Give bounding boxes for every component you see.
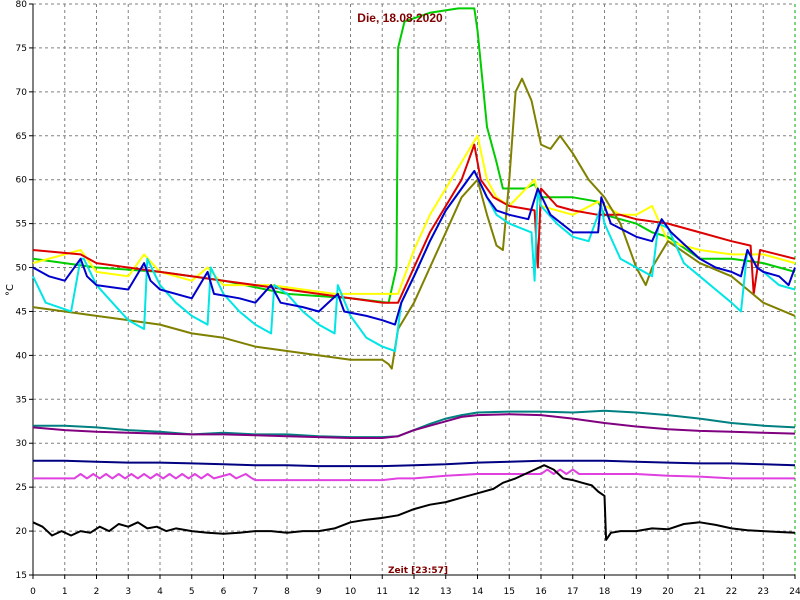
y-tick-label: 25 xyxy=(16,483,27,493)
x-tick-label: 22 xyxy=(726,587,737,597)
x-tick-label: 23 xyxy=(758,587,769,597)
y-tick-label: 15 xyxy=(16,571,27,581)
y-tick-label: 75 xyxy=(16,44,27,54)
x-axis-label: Zeit [23:57] xyxy=(388,566,448,576)
x-tick-label: 18 xyxy=(599,587,611,597)
y-tick-label: 20 xyxy=(16,527,28,537)
y-tick-label: 65 xyxy=(16,132,27,142)
y-tick-label: 30 xyxy=(16,439,28,449)
series-line-8 xyxy=(32,413,796,439)
x-tick-label: 1 xyxy=(62,587,68,597)
series-line-2 xyxy=(32,134,796,295)
x-tick-label: 11 xyxy=(377,587,388,597)
y-tick-label: 70 xyxy=(16,88,28,98)
x-tick-label: 14 xyxy=(472,587,484,597)
axes: 0 1 2 3 4 5 6 7 8 9 10 11 12 13 14 15 16 17 18 19 20 21 22 23 24… xyxy=(16,0,800,597)
series-group xyxy=(32,7,796,541)
series-line-4 xyxy=(32,77,796,370)
x-tick-label: 12 xyxy=(408,587,419,597)
series-line-3 xyxy=(32,143,796,304)
x-tick-label: 5 xyxy=(189,587,195,597)
x-tick-label: 16 xyxy=(535,587,547,597)
x-tick-label: 0 xyxy=(30,587,36,597)
y-tick-label: 45 xyxy=(16,307,27,317)
x-tick-label: 3 xyxy=(125,587,131,597)
x-tick-label: 17 xyxy=(567,587,578,597)
x-tick-label: 10 xyxy=(345,587,357,597)
y-tick-label: 60 xyxy=(16,176,28,186)
y-tick-label: 80 xyxy=(16,0,28,10)
x-tick-label: 6 xyxy=(221,587,227,597)
series-line-11 xyxy=(32,464,796,541)
series-line-6 xyxy=(32,169,796,326)
x-tick-label: 13 xyxy=(440,587,451,597)
x-tick-label: 4 xyxy=(157,587,163,597)
series-line-9 xyxy=(33,459,796,468)
x-tick-label: 9 xyxy=(316,587,322,597)
y-tick-label: 40 xyxy=(16,351,28,361)
x-tick-label: 20 xyxy=(662,587,674,597)
series-line-10 xyxy=(33,468,795,482)
x-tick-label: 8 xyxy=(284,587,290,597)
x-tick-label: 7 xyxy=(252,587,258,597)
y-axis-label: °C xyxy=(5,284,16,296)
x-tick-label: 15 xyxy=(504,587,515,597)
chart-title: Die, 18.08.2020 xyxy=(357,11,443,25)
x-tick-label: 2 xyxy=(94,587,100,597)
y-tick-label: 35 xyxy=(16,395,27,405)
y-tick-label: 50 xyxy=(16,264,28,274)
x-tick-label: 24 xyxy=(789,587,800,597)
x-tick-label: 19 xyxy=(631,587,643,597)
x-tick-label: 21 xyxy=(694,587,705,597)
y-tick-label: 55 xyxy=(16,220,27,230)
grid xyxy=(33,3,796,575)
